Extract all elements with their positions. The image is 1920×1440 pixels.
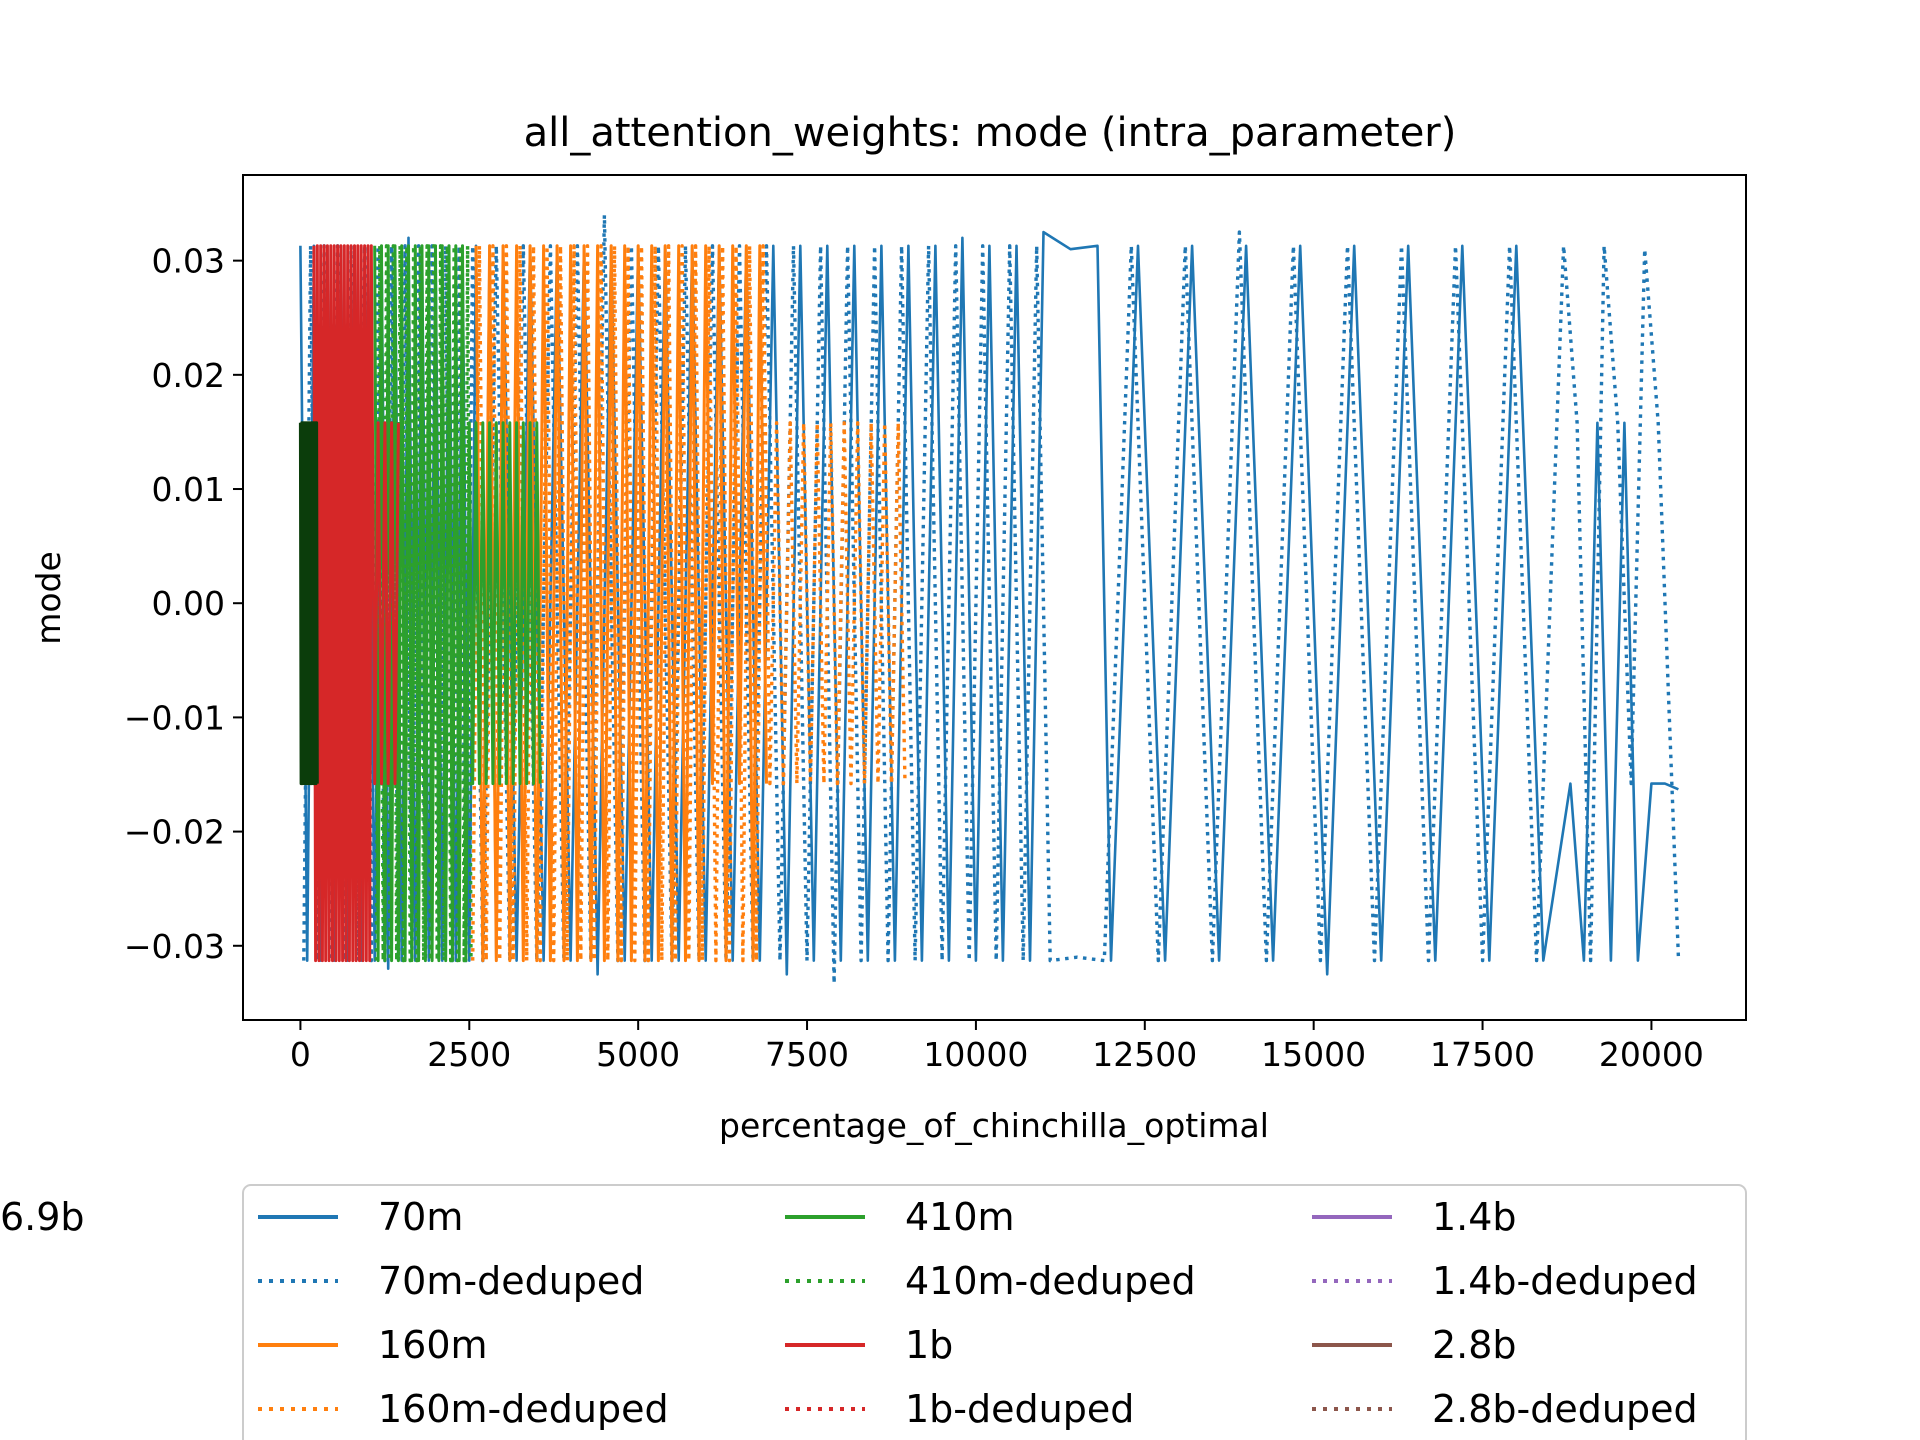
legend-item-1.4b-deduped: 1.4b-deduped: [1312, 1259, 1698, 1303]
x-axis: 0 2500 5000 7500 10000 12500 15000 17500 20000: [290, 1020, 1704, 1074]
legend-label: 1.4b: [1432, 1195, 1517, 1239]
legend-label: 2.8b: [1432, 1323, 1517, 1367]
legend-item-410m: 410m: [785, 1195, 1015, 1239]
y-tick-label: −0.01: [124, 698, 225, 737]
legend-label: 70m: [378, 1195, 463, 1239]
legend-label: 410m-deduped: [905, 1259, 1196, 1303]
legend-label: 1b-deduped: [905, 1387, 1134, 1431]
legend-label: 410m: [905, 1195, 1015, 1239]
x-tick-label: 17500: [1430, 1035, 1535, 1074]
x-tick-label: 10000: [923, 1035, 1028, 1074]
x-tick-label: 20000: [1599, 1035, 1704, 1074]
series-line-6.9b: [298, 421, 319, 786]
x-tick-label: 2500: [427, 1035, 511, 1074]
legend-item-160m-deduped: 160m-deduped: [258, 1387, 669, 1431]
y-axis-label: mode: [29, 551, 68, 645]
legend-item-2.8b-deduped: 2.8b-deduped: [1312, 1387, 1698, 1431]
legend-label: 1b: [905, 1323, 953, 1367]
legend-item-410m-deduped: 410m-deduped: [785, 1259, 1196, 1303]
legend-label: 1.4b-deduped: [1432, 1259, 1698, 1303]
series-line-410m-deduped: [374, 244, 473, 963]
legend-label: 160m-deduped: [378, 1387, 669, 1431]
legend-item-70m-deduped: 70m-deduped: [258, 1259, 644, 1303]
y-tick-label: 0.02: [152, 356, 225, 395]
legend-label: 160m: [378, 1323, 488, 1367]
legend-box: [242, 1184, 1747, 1440]
x-tick-label: 15000: [1261, 1035, 1366, 1074]
y-tick-label: 0.01: [152, 470, 225, 509]
y-tick-label: 0.00: [152, 584, 225, 623]
legend-item-1b-deduped: 1b-deduped: [785, 1387, 1134, 1431]
y-tick-label: −0.02: [124, 813, 225, 852]
plot-frame: [242, 174, 1747, 1021]
legend: 70m 70m-deduped 160m 160m-deduped 410m 410m-d…: [0, 1184, 1747, 1440]
chart-title: all_attention_weights: mode (intra_param…: [524, 110, 1457, 156]
legend-item-6.9b: 6.9b: [0, 1195, 85, 1239]
legend-item-160m: 160m: [258, 1323, 488, 1367]
x-tick-label: 12500: [1092, 1035, 1197, 1074]
series-layer: [298, 213, 1681, 986]
series-line-1b: [312, 244, 400, 963]
legend-item-2.8b: 2.8b: [1312, 1323, 1517, 1367]
legend-item-1b: 1b: [785, 1323, 953, 1367]
legend-label: 70m-deduped: [378, 1259, 644, 1303]
legend-label: 6.9b: [0, 1195, 85, 1239]
y-tick-label: −0.03: [124, 927, 225, 966]
x-tick-label: 5000: [596, 1035, 680, 1074]
y-axis: −0.03 −0.02 −0.01 0.00 0.01 0.02 0.03: [124, 242, 243, 966]
series-line-160m-deduped: [471, 244, 907, 963]
legend-item-70m: 70m: [258, 1195, 463, 1239]
x-tick-label: 7500: [765, 1035, 849, 1074]
x-tick-label: 0: [290, 1035, 311, 1074]
legend-item-1.4b: 1.4b: [1312, 1195, 1517, 1239]
y-tick-label: 0.03: [152, 242, 225, 281]
x-axis-label: percentage_of_chinchilla_optimal: [719, 1106, 1269, 1145]
legend-label: 2.8b-deduped: [1432, 1387, 1698, 1431]
